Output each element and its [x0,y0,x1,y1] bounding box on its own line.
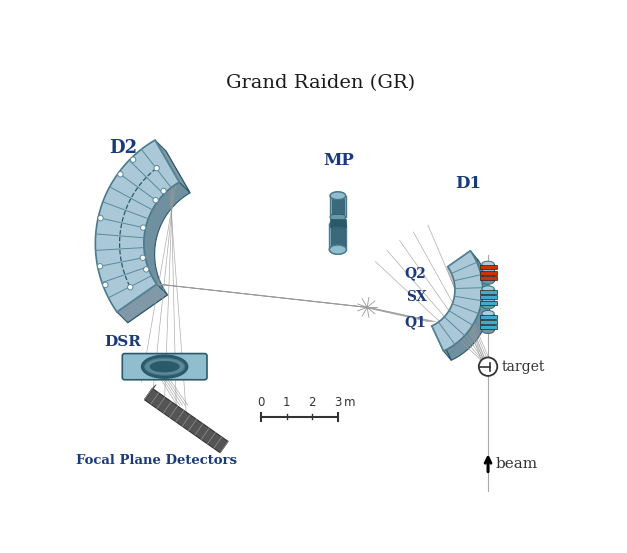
Ellipse shape [329,245,346,254]
Ellipse shape [330,192,345,200]
Text: MP: MP [324,152,354,169]
Ellipse shape [482,278,494,284]
Text: beam: beam [496,457,538,471]
Bar [330,219,345,227]
Text: Q1: Q1 [404,315,426,329]
Text: 0: 0 [257,396,265,409]
Bar [480,315,497,319]
Circle shape [161,188,166,194]
Polygon shape [440,260,490,361]
Text: D2: D2 [109,139,137,156]
Ellipse shape [482,302,494,309]
Text: Grand Raiden (GR): Grand Raiden (GR) [226,74,416,92]
Polygon shape [144,388,228,453]
Text: 2: 2 [308,396,316,409]
Bar [332,199,344,214]
Ellipse shape [482,327,494,333]
Ellipse shape [330,192,345,200]
Circle shape [118,171,123,177]
Bar [480,265,497,269]
Text: 3: 3 [334,396,342,409]
Ellipse shape [150,361,179,372]
Text: Focal Plane Detectors: Focal Plane Detectors [76,455,238,467]
Bar [482,264,494,281]
Bar [482,289,494,306]
Polygon shape [432,326,451,361]
Bar [480,326,497,330]
Text: m: m [344,396,356,409]
Text: SX: SX [406,290,426,304]
Bar [329,225,346,249]
Ellipse shape [482,261,494,267]
Text: target: target [501,359,544,374]
Ellipse shape [142,355,187,378]
Text: 1: 1 [283,396,290,409]
Ellipse shape [482,310,494,317]
Bar [330,196,345,217]
Polygon shape [144,384,156,400]
FancyBboxPatch shape [122,353,207,380]
Ellipse shape [145,358,185,375]
Polygon shape [117,284,167,323]
Bar [480,290,497,294]
Circle shape [97,264,103,269]
Bar [480,276,497,280]
Circle shape [98,216,103,221]
Bar [480,301,497,305]
Text: DSR: DSR [105,335,142,349]
Bar [480,295,497,299]
Bar [482,314,494,331]
Circle shape [140,225,146,230]
Circle shape [140,255,145,260]
Bar [331,228,345,247]
Polygon shape [95,140,179,312]
Text: D1: D1 [455,175,481,192]
Polygon shape [432,251,483,351]
Ellipse shape [330,213,345,221]
Polygon shape [155,140,190,193]
Ellipse shape [329,245,346,254]
Circle shape [127,285,133,290]
Bar [480,320,497,324]
Circle shape [153,197,158,203]
Polygon shape [106,151,190,323]
Circle shape [479,357,497,376]
Circle shape [130,157,136,163]
Bar [480,271,497,275]
Ellipse shape [482,286,494,292]
Circle shape [103,282,108,288]
Circle shape [144,267,149,272]
Ellipse shape [329,220,346,229]
Circle shape [154,165,159,171]
Polygon shape [448,251,478,276]
Text: Q2: Q2 [404,266,426,280]
